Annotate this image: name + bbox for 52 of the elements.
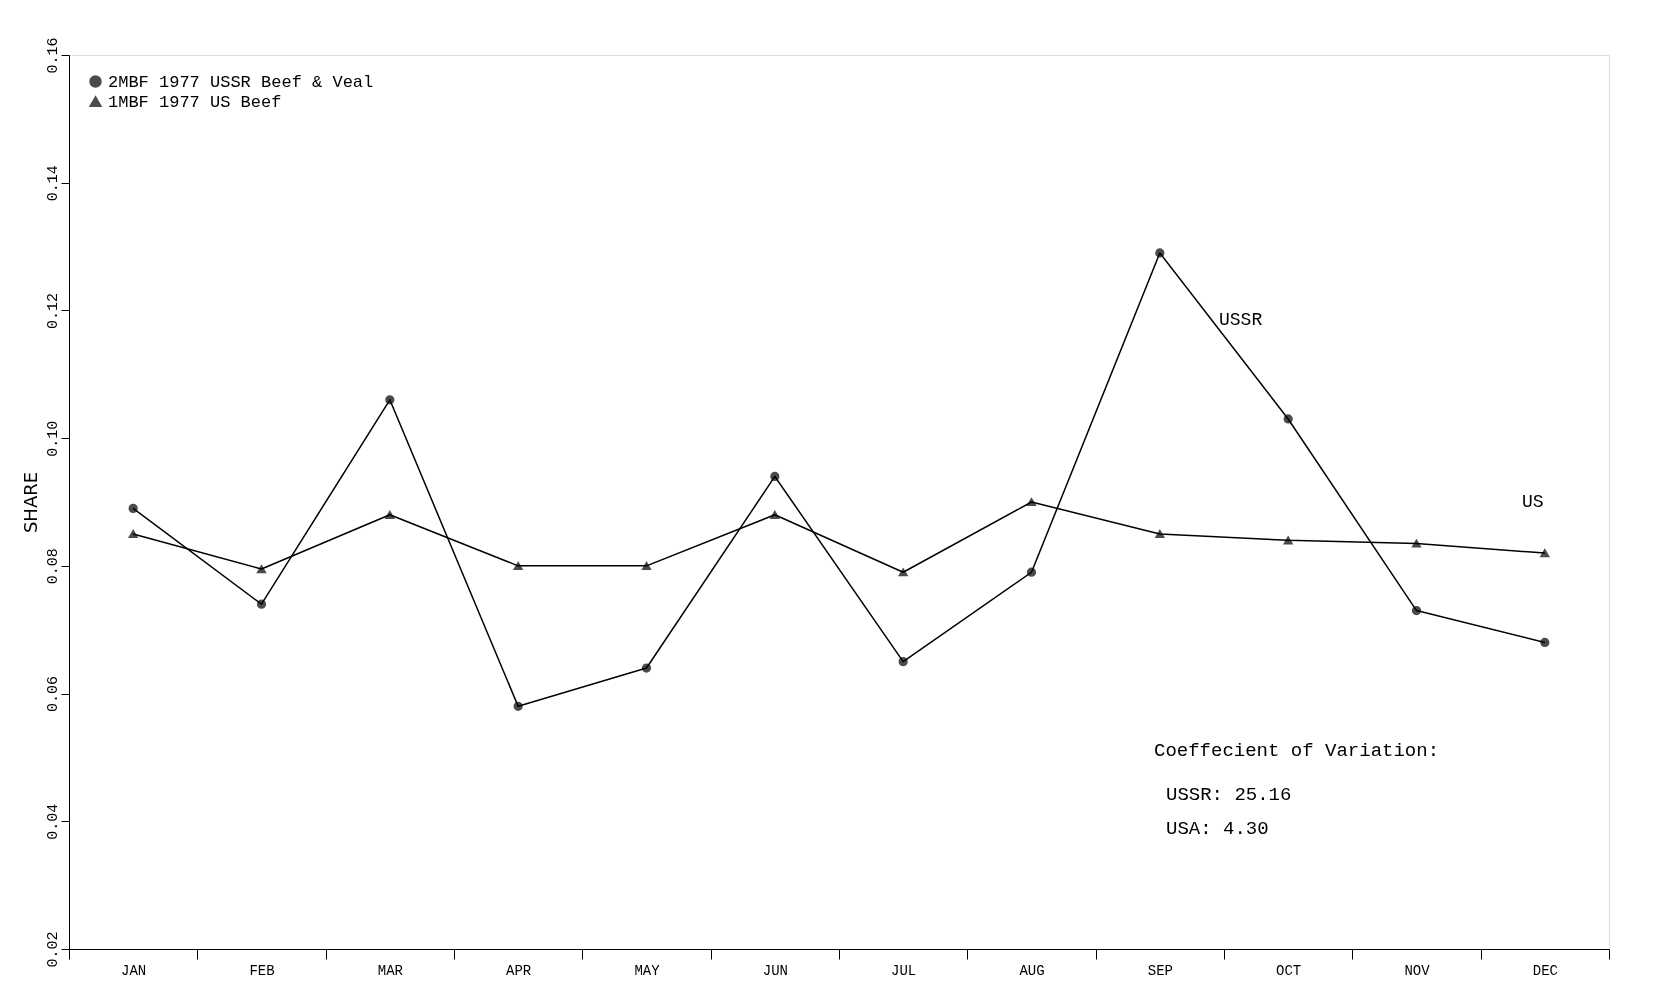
point xyxy=(770,471,780,482)
point xyxy=(1411,539,1422,548)
point xyxy=(1540,637,1550,648)
annotation: USSR xyxy=(1219,310,1263,330)
y-tick-label: 0.06 xyxy=(44,676,62,713)
point xyxy=(128,503,138,513)
point xyxy=(256,564,267,574)
x-tick-label: SEP xyxy=(1147,962,1173,979)
annotation: Coeffecient of Variation: xyxy=(1154,740,1440,762)
point xyxy=(1026,497,1037,507)
point xyxy=(513,701,523,711)
annotation: US xyxy=(1522,492,1544,512)
x-tick-label: MAY xyxy=(634,962,661,979)
point xyxy=(385,510,395,519)
point xyxy=(256,599,267,609)
legend-label: 2MBF 1977 USSR Beef & Veal xyxy=(108,72,374,92)
x-tick-label: FEB xyxy=(249,962,275,979)
y-tick-label: 0.10 xyxy=(44,420,62,457)
y-axis-title: SHARE xyxy=(19,471,41,534)
point xyxy=(770,510,780,519)
point xyxy=(641,561,652,570)
point xyxy=(1283,536,1293,545)
legend-label: 1MBF 1977 US Beef xyxy=(108,92,282,112)
annotation: USSR: 25.16 xyxy=(1166,784,1292,806)
point xyxy=(898,657,908,667)
point xyxy=(1283,414,1293,424)
x-tick-label: DEC xyxy=(1532,962,1558,979)
x-tick-label: OCT xyxy=(1276,962,1302,979)
y-tick-label: 0.04 xyxy=(44,803,62,840)
point xyxy=(641,663,652,673)
x-tick-label: MAR xyxy=(377,962,404,979)
y-tick-label: 0.14 xyxy=(44,165,62,202)
point xyxy=(128,529,138,539)
point xyxy=(385,395,395,405)
point xyxy=(1411,605,1422,616)
point xyxy=(1026,567,1037,577)
x-tick-label: AUG xyxy=(1019,962,1045,979)
x-tick-label: APR xyxy=(506,962,532,979)
x-tick-label: JUN xyxy=(762,962,788,979)
y-tick-label: 0.16 xyxy=(44,37,62,74)
x-tick-label: JAN xyxy=(121,962,147,979)
y-tick-label: 0.02 xyxy=(44,931,62,968)
x-tick-label: NOV xyxy=(1404,962,1431,979)
x-tick-label: JUL xyxy=(891,962,917,979)
point xyxy=(1155,529,1165,539)
y-tick-label: 0.08 xyxy=(44,548,62,585)
y-tick-label: 0.12 xyxy=(44,292,62,329)
point xyxy=(1540,548,1550,558)
annotation: USA: 4.30 xyxy=(1166,818,1269,840)
point xyxy=(898,568,908,577)
point xyxy=(1155,248,1165,258)
point xyxy=(513,561,523,570)
